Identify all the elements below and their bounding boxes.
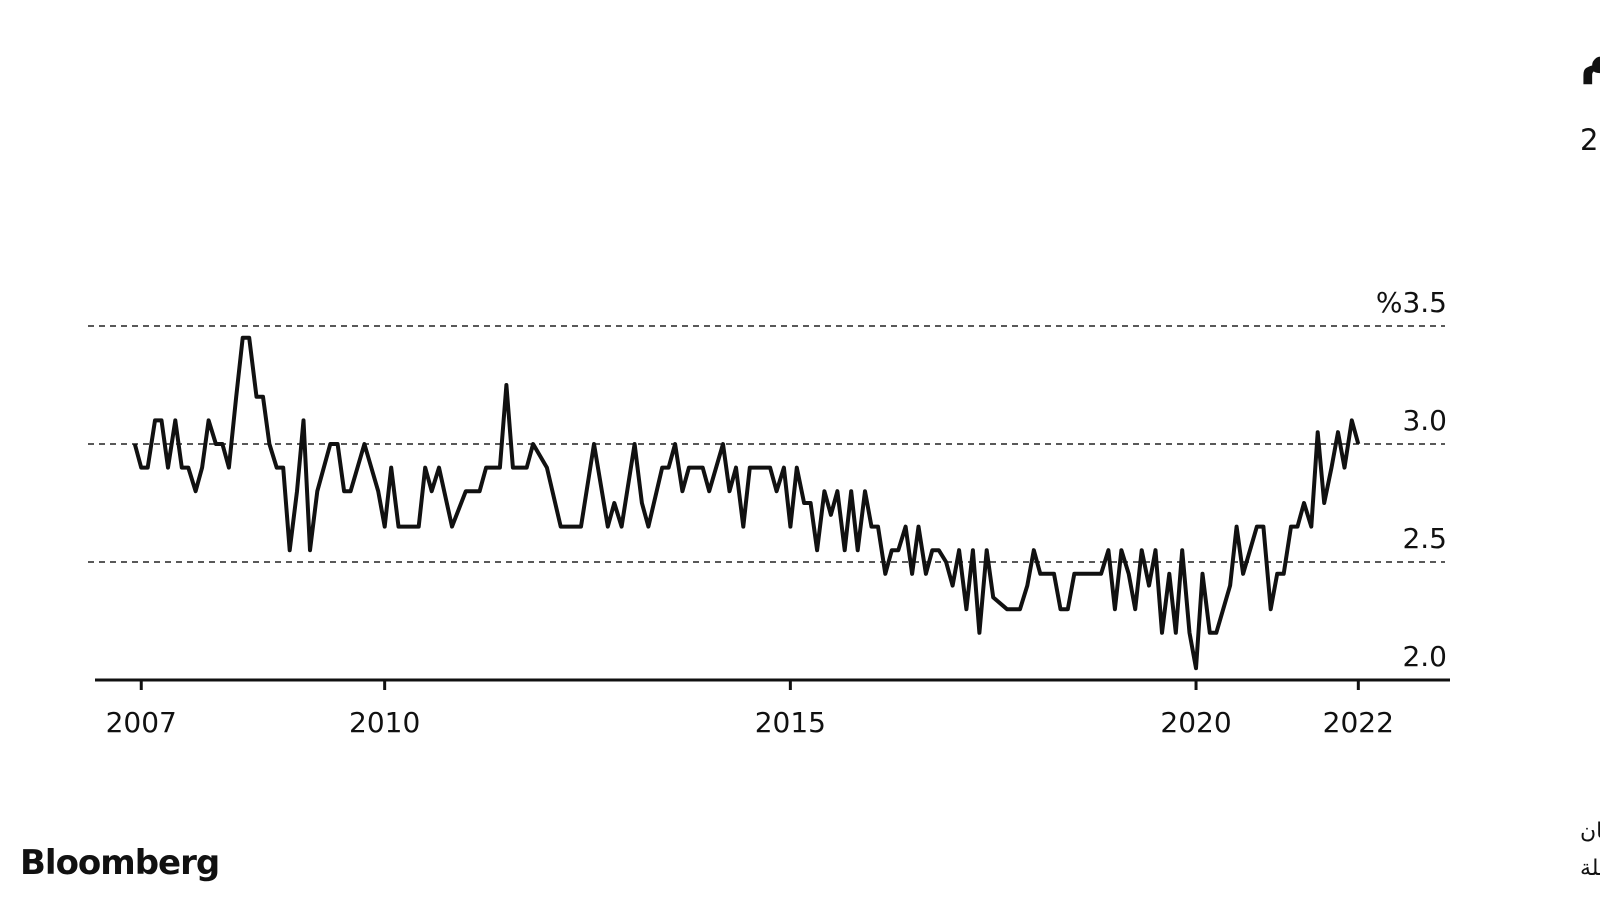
note: ملاحظة: وجّه استطلاع الرأي سؤالاً للمشار…: [1580, 853, 1600, 881]
y-tick-label: 3.0: [1402, 404, 1447, 437]
x-tick-label: 2007: [106, 706, 177, 739]
source: المصدر: جامعة ميشيغان: [1580, 819, 1600, 844]
line: [132, 335, 1361, 671]
y-tick-label: 2.0: [1402, 640, 1447, 673]
chart-title: محنة التضخم: [1580, 26, 1600, 84]
x-tick-label: 2022: [1323, 706, 1394, 739]
y-tick-label: %3.5: [1376, 286, 1447, 319]
chart-subtitle: توقعات المستهلكين للتضخم في الأجل البعيد…: [1580, 120, 1600, 158]
logo: Bloomberg: [20, 843, 219, 883]
y-tick-label: 2.5: [1402, 522, 1447, 555]
x-tick-label: 2010: [349, 706, 420, 739]
x-tick-label: 2020: [1160, 706, 1231, 739]
x-tick-label: 2015: [755, 706, 826, 739]
